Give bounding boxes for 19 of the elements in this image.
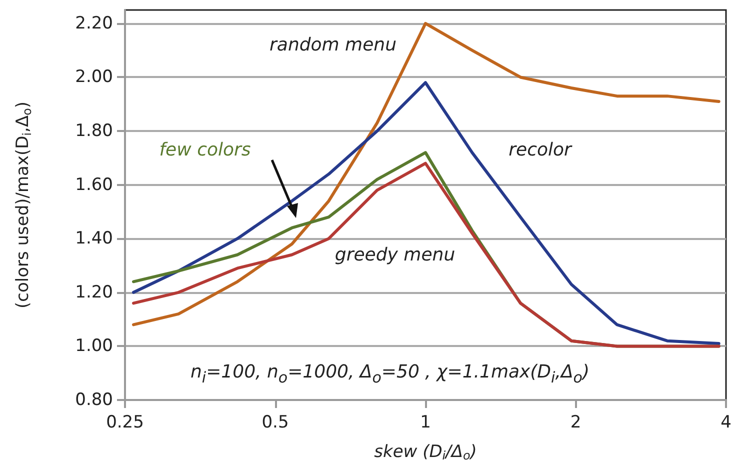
x-tick-label: 2	[570, 412, 582, 432]
series-label: greedy menu	[334, 244, 456, 266]
text: few colors	[159, 140, 251, 160]
series-label: recolor	[508, 140, 572, 160]
series-label: random menu	[270, 34, 396, 56]
y-tick-label: 2.20	[75, 13, 113, 34]
y-tick-label: 1.20	[75, 282, 113, 302]
x-tick-label: 1	[420, 412, 431, 432]
x-tick-label: 4	[720, 412, 732, 432]
y-axis-title: (colors used)/max(Di,Δo)	[13, 101, 34, 309]
y-tick-label: 1.80	[75, 121, 113, 142]
y-tick-label: 1.40	[75, 228, 113, 249]
y-tick-label: 0.80	[75, 390, 113, 410]
y-tick-label: 1.60	[75, 174, 113, 195]
x-tick-label: 0.25	[106, 412, 144, 432]
y-tick-label: 1.00	[75, 336, 113, 356]
text: n$_{i}$=100, n$_{o}$=1000, Δ$_{o}$=50 , χ=1.1max(D$_{i}$,Δ$_{o}$)	[190, 362, 590, 386]
x-tick-label: 0.5	[262, 412, 289, 432]
y-tick-label: 2.00	[75, 67, 113, 88]
